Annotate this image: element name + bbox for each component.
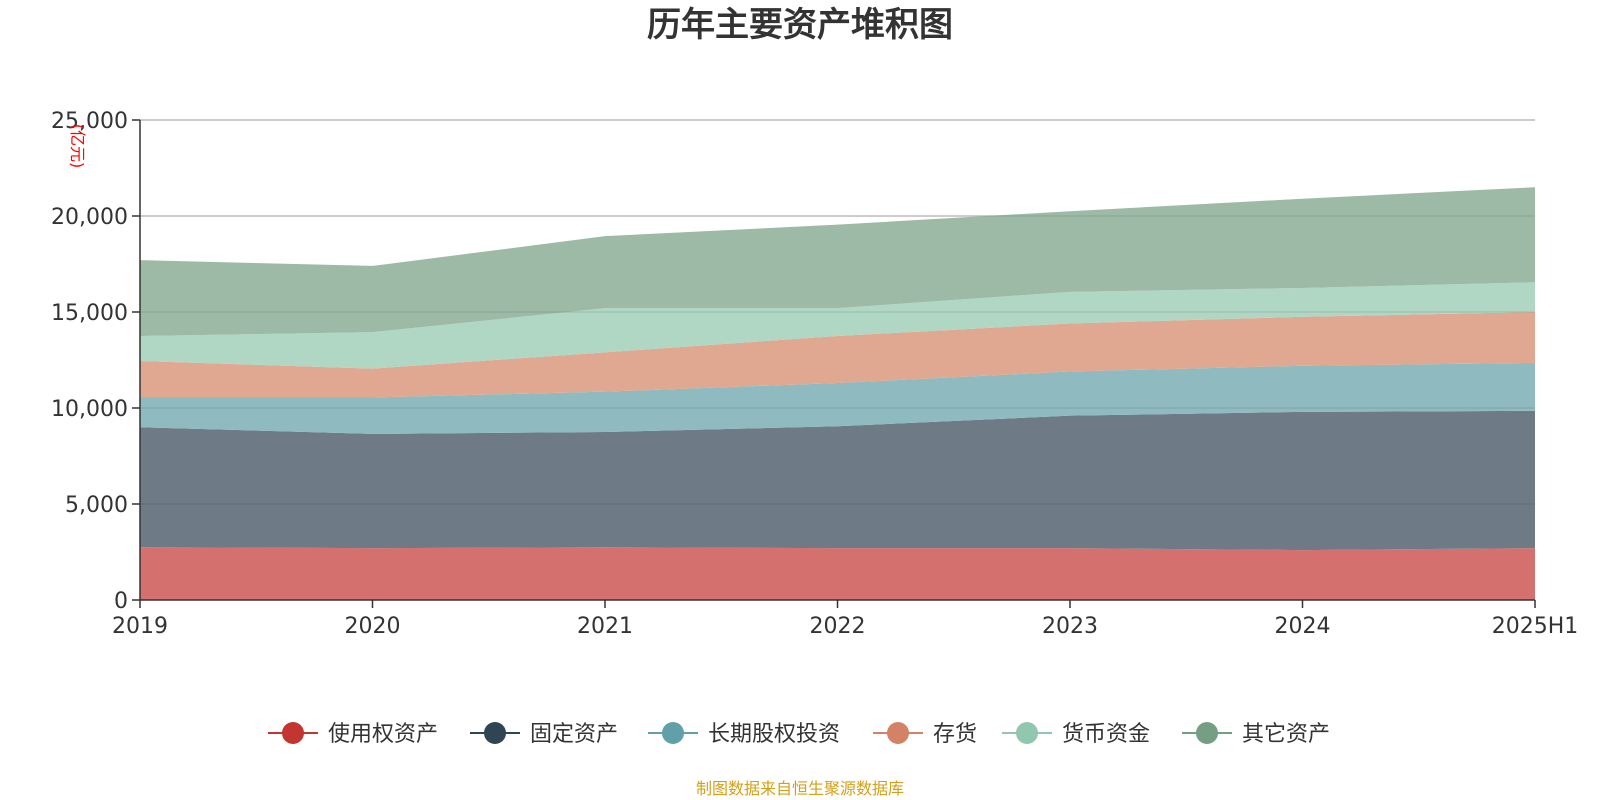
y-tick-label: 0 (114, 589, 128, 614)
area-series-5 (140, 187, 1535, 336)
x-tick-label: 2023 (1042, 614, 1098, 639)
y-tick-label: 15,000 (51, 301, 128, 326)
legend-item-1: 固定资产 (470, 722, 618, 747)
legend-label: 货币资金 (1062, 722, 1150, 747)
x-tick-label: 2021 (577, 614, 633, 639)
x-tick-label: 2020 (345, 614, 401, 639)
legend-marker (1016, 722, 1038, 744)
x-tick-label: 2019 (112, 614, 168, 639)
x-tick-label: 2022 (810, 614, 866, 639)
legend-item-0: 使用权资产 (268, 722, 438, 747)
legend-item-4: 货币资金 (1002, 722, 1150, 747)
y-tick-label: 10,000 (51, 397, 128, 422)
legend-marker (282, 722, 304, 744)
area-series-1 (140, 410, 1535, 551)
area-series-2 (140, 362, 1535, 434)
area-layer (140, 119, 1535, 600)
legend-item-3: 存货 (873, 722, 977, 747)
legend-marker (1196, 722, 1218, 744)
legend-label: 使用权资产 (328, 722, 438, 747)
legend-marker (887, 722, 909, 744)
legend-item-2: 长期股权投资 (648, 722, 840, 747)
y-tick-label: 5,000 (65, 493, 128, 518)
legend-marker (484, 722, 506, 744)
axis-layer: 0 5,000 10,000 15,000 20,000 25,000 2019 2020 20… (51, 109, 1578, 639)
legend-marker (662, 722, 684, 744)
y-axis-unit-label: (亿元) (68, 124, 87, 169)
legend-label: 固定资产 (530, 722, 618, 747)
legend-item-5: 其它资产 (1182, 722, 1330, 747)
x-tick-label: 2025H1 (1492, 614, 1579, 639)
legend-label: 存货 (933, 722, 977, 747)
legend-label: 长期股权投资 (708, 722, 840, 747)
area-series-4 (140, 282, 1535, 369)
area-series-0 (140, 547, 1535, 600)
x-tick-label: 2024 (1275, 614, 1331, 639)
y-tick-label: 20,000 (51, 205, 128, 230)
legend-label: 其它资产 (1242, 722, 1330, 747)
legend: 使用权资产 固定资产 长期股权投资 存货 货币资金 其它资产 (268, 722, 1330, 747)
y-tick-label: 25,000 (51, 109, 128, 134)
data-source-note: 制图数据来自恒生聚源数据库 (696, 779, 904, 798)
area-series-3 (140, 312, 1535, 398)
chart-title: 历年主要资产堆积图 (647, 5, 953, 45)
